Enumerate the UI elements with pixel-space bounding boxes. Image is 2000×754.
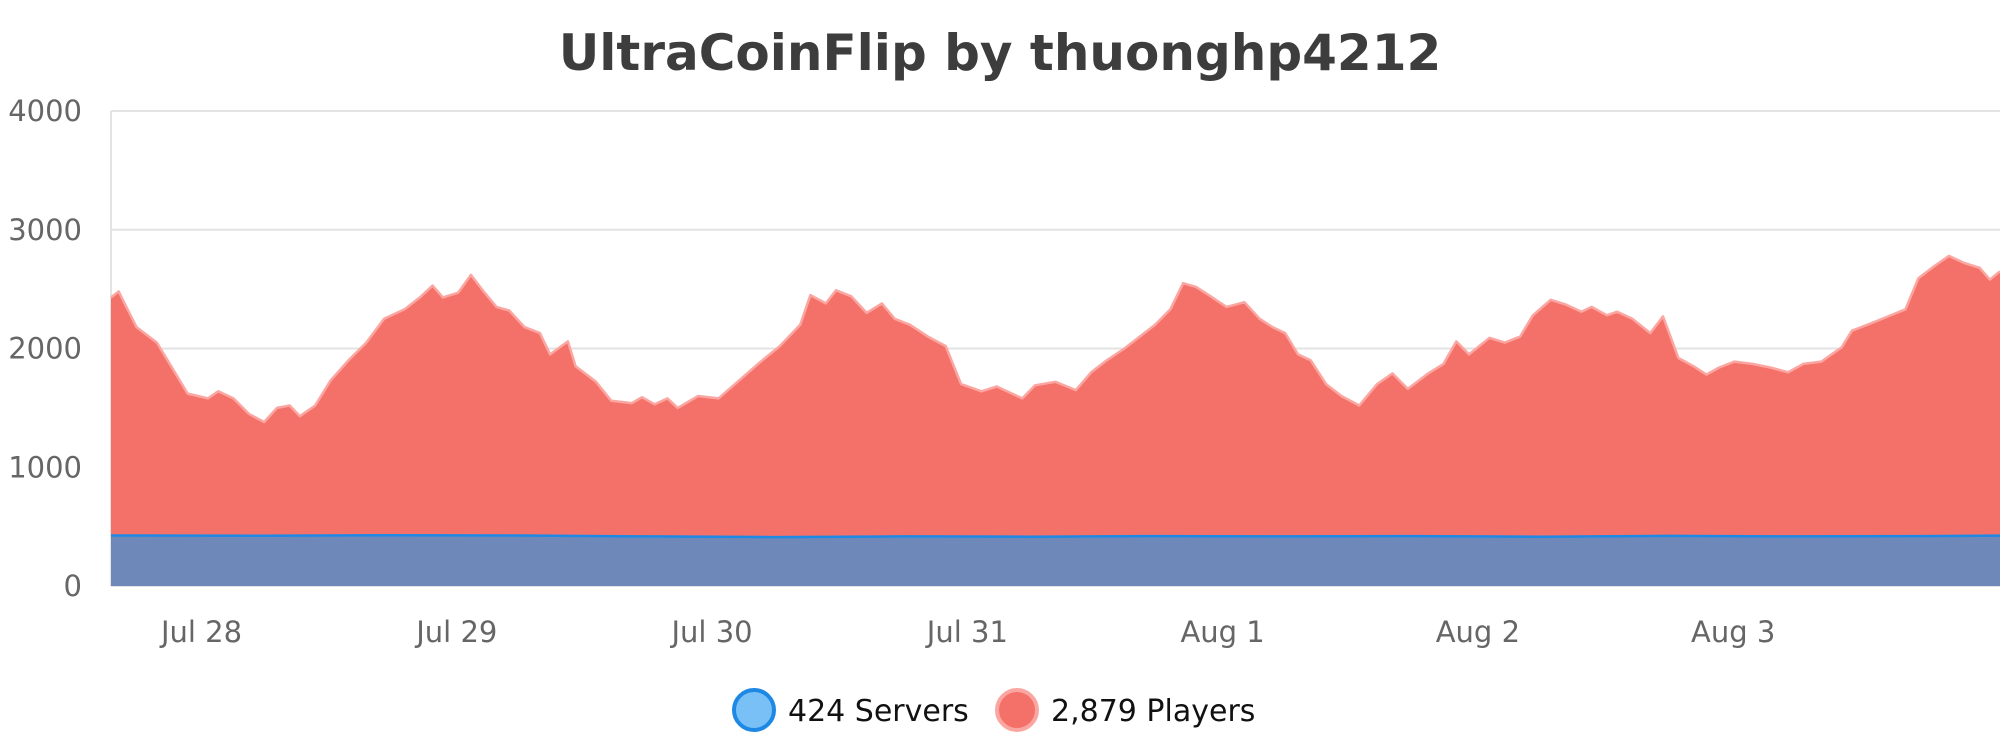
x-tick-label: Aug 3: [1691, 615, 1775, 649]
servers-legend-marker: [732, 688, 776, 732]
legend: 424 Servers 2,879 Players: [732, 688, 1255, 732]
x-tick-label: Jul 30: [670, 615, 753, 649]
players-legend-marker: [995, 688, 1039, 732]
x-tick-label: Aug 2: [1436, 615, 1520, 649]
x-tick-label: Jul 28: [159, 615, 242, 649]
y-tick-label: 2000: [8, 332, 82, 366]
y-axis: 0 1000 2000 3000 4000: [8, 94, 82, 603]
x-axis: Jul 28 Jul 29 Jul 30 Jul 31 Aug 1 Aug 2 Aug 3: [159, 615, 1775, 649]
x-tick-label: Jul 31: [925, 615, 1008, 649]
plot-area: [110, 254, 2000, 586]
y-tick-label: 3000: [8, 213, 82, 247]
players-legend-label: 2,879 Players: [1051, 694, 1255, 729]
x-tick-label: Aug 1: [1180, 615, 1264, 649]
servers-area: [111, 535, 2000, 586]
servers-line: [110, 533, 2000, 539]
players-line: [110, 254, 2000, 424]
chart-title: UltraCoinFlip by thuonghp4212: [559, 24, 1442, 82]
y-tick-label: 4000: [8, 94, 82, 128]
y-tick-label: 1000: [8, 450, 82, 484]
players-area: [111, 255, 2000, 586]
y-tick-label: 0: [64, 569, 82, 603]
x-tick-label: Jul 29: [414, 615, 497, 649]
servers-legend-label: 424 Servers: [788, 694, 969, 729]
